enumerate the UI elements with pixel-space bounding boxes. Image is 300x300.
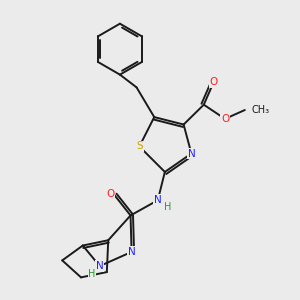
Text: S: S — [136, 142, 143, 152]
Text: O: O — [106, 188, 115, 199]
Text: N: N — [188, 148, 195, 158]
Text: N: N — [154, 195, 162, 205]
Text: H: H — [164, 202, 171, 212]
Text: O: O — [210, 77, 218, 87]
Text: N: N — [96, 261, 103, 271]
Text: CH₃: CH₃ — [251, 105, 269, 115]
Text: O: O — [221, 114, 229, 124]
Text: N: N — [128, 247, 136, 257]
Text: H: H — [88, 269, 96, 279]
